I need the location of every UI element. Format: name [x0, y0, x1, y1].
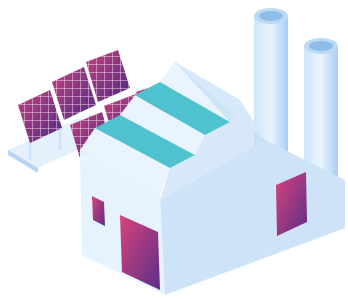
factory-illustration [0, 0, 348, 299]
